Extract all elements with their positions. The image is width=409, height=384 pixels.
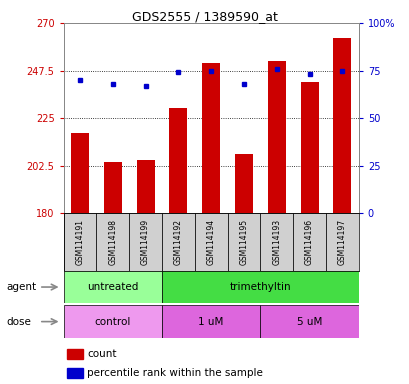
Bar [300,82,318,213]
Bar [227,213,260,271]
Text: GSM114192: GSM114192 [173,219,182,265]
Text: percentile rank within the sample: percentile rank within the sample [87,368,263,378]
Text: 5 uM: 5 uM [296,316,321,327]
Bar [63,213,96,271]
Bar [260,213,292,271]
Bar [103,162,121,213]
Text: GSM114193: GSM114193 [272,219,281,265]
Text: GSM114194: GSM114194 [206,219,215,265]
Text: GSM114195: GSM114195 [239,219,248,265]
Text: trimethyltin: trimethyltin [229,282,290,292]
Text: count: count [87,349,117,359]
Bar [325,213,358,271]
Bar [292,213,325,271]
Bar [71,133,89,213]
Bar [162,305,260,338]
Bar [136,160,154,213]
Bar [162,213,194,271]
Bar [129,213,162,271]
Text: GSM114191: GSM114191 [75,219,84,265]
Text: agent: agent [6,282,36,292]
Text: GSM114196: GSM114196 [304,219,313,265]
Bar [267,61,285,213]
Bar [66,368,83,378]
Text: GDS2555 / 1389590_at: GDS2555 / 1389590_at [132,10,277,23]
Bar [234,154,252,213]
Bar [96,213,129,271]
Bar [169,108,187,213]
Bar [66,349,83,359]
Text: 1 uM: 1 uM [198,316,223,327]
Bar [194,213,227,271]
Bar [260,305,358,338]
Text: untreated: untreated [87,282,138,292]
Bar [202,63,220,213]
Text: GSM114198: GSM114198 [108,219,117,265]
Bar [162,271,358,303]
Text: control: control [94,316,130,327]
Text: GSM114197: GSM114197 [337,219,346,265]
Text: GSM114199: GSM114199 [141,219,150,265]
Text: dose: dose [6,316,31,327]
Bar [63,271,162,303]
Bar [333,38,351,213]
Bar [63,305,162,338]
